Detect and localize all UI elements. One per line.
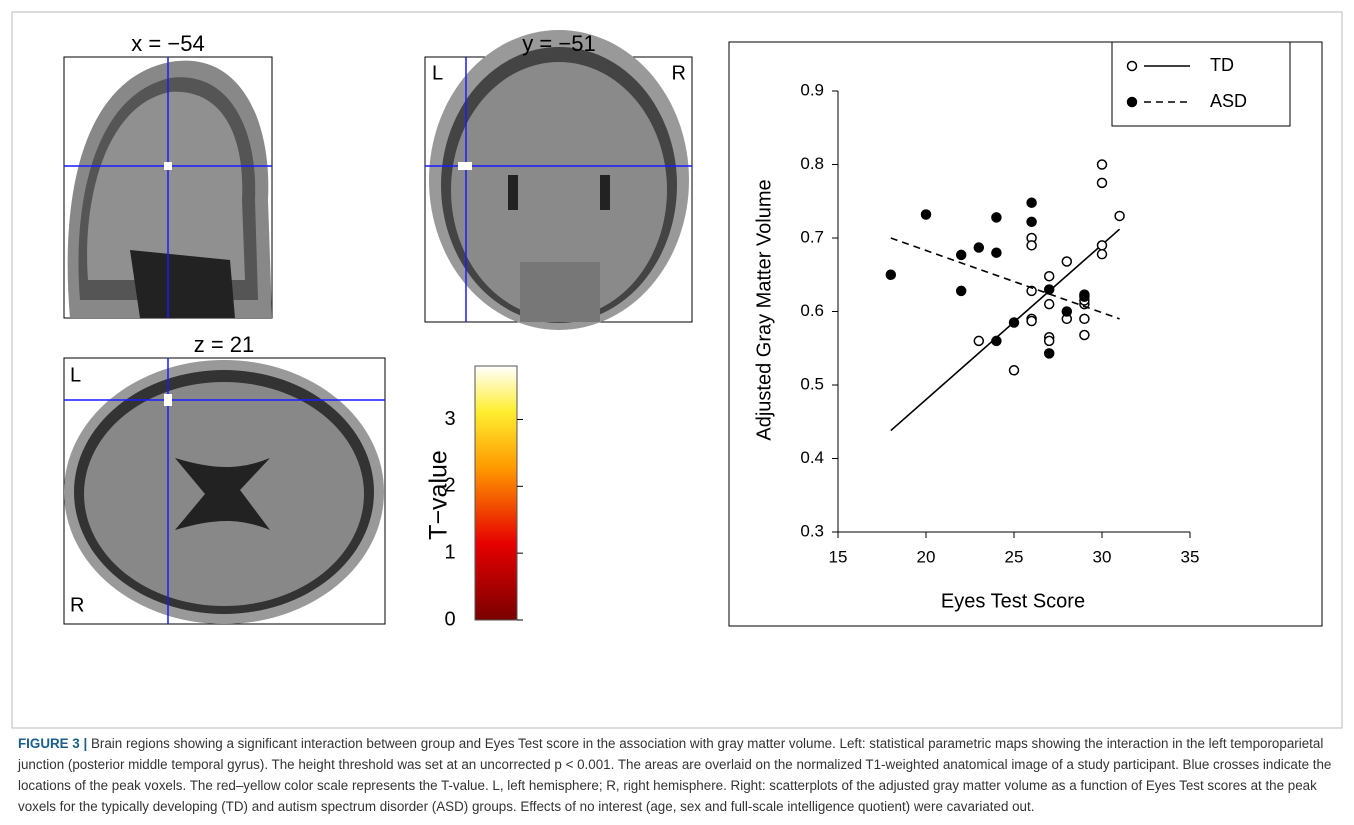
legend-label: ASD (1210, 91, 1247, 111)
point (1045, 336, 1054, 345)
point (974, 336, 983, 345)
caption: FIGURE 3 | Brain regions showing a signi… (18, 733, 1340, 817)
colorbar (475, 366, 517, 620)
point (1045, 272, 1054, 281)
point (1062, 257, 1071, 266)
point (1027, 217, 1036, 226)
panel-title: y = −51 (522, 31, 595, 56)
point (1062, 307, 1071, 316)
y-tick-label: 0.4 (800, 448, 824, 467)
scatter-chart: 0.3 0.4 0.5 0.6 0.7 0.8 0.9 15 20 25 30 35 Eyes Test… (753, 42, 1290, 612)
panel-title: z = 21 (194, 332, 255, 357)
page-body: x = −54 y = −51 L R z = 21 L R T−value 0… (0, 0, 1354, 825)
hemisphere-label: L (70, 364, 81, 386)
point (1098, 250, 1107, 259)
point (886, 270, 895, 279)
y-tick-label: 0.5 (800, 374, 824, 393)
point (1010, 366, 1019, 375)
legend-box (1112, 42, 1290, 126)
colorbar-tick-label: 0 (444, 608, 455, 630)
point (1080, 314, 1089, 323)
point (957, 286, 966, 295)
x-tick-label: 25 (1005, 547, 1024, 566)
caption-label: FIGURE 3 | (18, 736, 87, 751)
y-tick-label: 0.9 (800, 80, 824, 99)
coronal-image (425, 30, 692, 330)
hemisphere-label: L (432, 62, 443, 84)
point (922, 210, 931, 219)
point (957, 250, 966, 259)
point (1098, 178, 1107, 187)
colorbar-tick-label: 2 (444, 475, 455, 497)
hemisphere-label: R (70, 594, 84, 616)
point (1027, 241, 1036, 250)
x-tick-label: 30 (1093, 547, 1112, 566)
caption-text: Brain regions showing a significant inte… (18, 736, 1331, 814)
point (992, 213, 1001, 222)
point (1080, 331, 1089, 340)
point (1080, 290, 1089, 299)
fit-line (891, 238, 1120, 319)
point (992, 248, 1001, 257)
x-tick-label: 20 (917, 547, 936, 566)
point (1098, 160, 1107, 169)
point (1045, 349, 1054, 358)
point (992, 336, 1001, 345)
point (1045, 300, 1054, 309)
point (1115, 211, 1124, 220)
colorbar-tick-label: 3 (444, 408, 455, 430)
x-tick-label: 35 (1181, 547, 1200, 566)
legend-marker (1128, 98, 1137, 107)
axial-image (64, 358, 385, 624)
page: {"panels": [ {"title": "x = −54"}, {"tit… (0, 0, 1354, 825)
sagittal-image (64, 57, 272, 318)
y-axis-title: Adjusted Gray Matter Volume (753, 179, 775, 440)
point (1010, 318, 1019, 327)
y-tick-label: 0.8 (800, 154, 824, 173)
y-tick-label: 0.3 (800, 521, 824, 540)
y-tick-label: 0.6 (800, 301, 824, 320)
hemisphere-label: R (672, 62, 686, 84)
point (1045, 285, 1054, 294)
x-tick-label: 15 (829, 547, 848, 566)
y-tick-label: 0.7 (800, 227, 824, 246)
colorbar-tick-label: 1 (444, 541, 455, 563)
point (1027, 198, 1036, 207)
point (974, 243, 983, 252)
point (1098, 241, 1107, 250)
panel-title: x = −54 (131, 31, 204, 56)
figure: x = −54 y = −51 L R z = 21 L R T−value 0… (0, 0, 1354, 730)
point (1027, 317, 1036, 326)
legend-marker (1128, 62, 1137, 71)
x-axis-title: Eyes Test Score (941, 590, 1085, 612)
legend-label: TD (1210, 55, 1234, 75)
